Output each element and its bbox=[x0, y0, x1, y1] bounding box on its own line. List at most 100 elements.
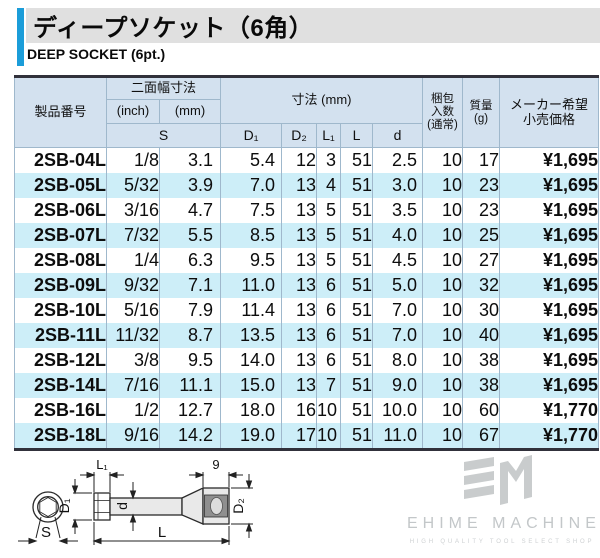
cell-s: 4.7 bbox=[158, 198, 222, 223]
title-bar: ディープソケット（6角） bbox=[26, 8, 600, 43]
cell-s: 14.2 bbox=[158, 423, 222, 450]
cell-inch: 11/32 bbox=[106, 323, 160, 348]
cell-d2: 13 bbox=[281, 273, 318, 298]
cell-d: 9.0 bbox=[372, 373, 424, 398]
cell-d2: 13 bbox=[281, 298, 318, 323]
cell-mass: 27 bbox=[462, 248, 501, 273]
cell-l1: 7 bbox=[316, 373, 342, 398]
accent-bar bbox=[17, 8, 24, 66]
col-header-mm: (mm) bbox=[158, 99, 222, 124]
cell-l1: 6 bbox=[316, 273, 342, 298]
cell-d: 7.0 bbox=[372, 323, 424, 348]
cell-l1: 5 bbox=[316, 223, 342, 248]
spec-table: 製品番号 二面幅寸法 寸法 (mm) 梱包 入数 (通常) 質量 (g) メーカ… bbox=[14, 75, 600, 451]
cell-d: 2.5 bbox=[372, 147, 424, 173]
col-header-s: S bbox=[105, 123, 222, 148]
cell-d1: 19.0 bbox=[220, 423, 283, 450]
col-header-l1: L₁ bbox=[316, 123, 342, 148]
cell-price: ¥1,695 bbox=[499, 348, 600, 373]
socket-drawing: L₁ 9 D₁ d D₂ L S bbox=[18, 457, 253, 545]
col-header-mass: 質量 (g) bbox=[462, 76, 501, 148]
cell-d: 8.0 bbox=[372, 348, 424, 373]
cell-pack: 10 bbox=[422, 223, 464, 248]
cell-d1: 11.4 bbox=[220, 298, 283, 323]
table-row: 2SB-16L 1/2 12.7 18.0 16 10 51 10.0 10 60 ¥1,770 bbox=[14, 398, 600, 423]
cell-l1: 10 bbox=[316, 423, 342, 450]
cell-d1: 5.4 bbox=[220, 147, 283, 173]
cell-d1: 9.5 bbox=[220, 248, 283, 273]
cell-d: 3.5 bbox=[372, 198, 424, 223]
cell-d: 7.0 bbox=[372, 298, 424, 323]
cell-price: ¥1,695 bbox=[499, 373, 600, 398]
table-row: 2SB-05L 5/32 3.9 7.0 13 4 51 3.0 10 23 ¥1,695 bbox=[14, 173, 600, 198]
col-header-d: d bbox=[372, 123, 424, 148]
cell-mass: 67 bbox=[462, 423, 501, 450]
cell-l: 51 bbox=[340, 273, 374, 298]
cell-mass: 23 bbox=[462, 173, 501, 198]
col-header-l: L bbox=[340, 123, 374, 148]
cell-l: 51 bbox=[340, 423, 374, 450]
logo-tagline: HIGH QUALITY TOOL SELECT SHOP bbox=[409, 539, 595, 545]
cell-inch: 9/32 bbox=[106, 273, 160, 298]
cell-l: 51 bbox=[340, 248, 374, 273]
table-row: 2SB-12L 3/8 9.5 14.0 13 6 51 8.0 10 38 ¥1,695 bbox=[14, 348, 600, 373]
cell-s: 6.3 bbox=[158, 248, 222, 273]
cell-l: 51 bbox=[340, 223, 374, 248]
cell-d2: 12 bbox=[281, 147, 318, 173]
cell-l: 51 bbox=[340, 198, 374, 223]
cell-d1: 15.0 bbox=[220, 373, 283, 398]
cell-s: 5.5 bbox=[158, 223, 222, 248]
cell-mass: 25 bbox=[462, 223, 501, 248]
cell-mass: 30 bbox=[462, 298, 501, 323]
table-row: 2SB-07L 7/32 5.5 8.5 13 5 51 4.0 10 25 ¥1,695 bbox=[14, 223, 600, 248]
cell-product: 2SB-06L bbox=[14, 198, 107, 223]
cell-mass: 38 bbox=[462, 373, 501, 398]
cell-d2: 17 bbox=[281, 423, 318, 450]
table-body: 2SB-04L 1/8 3.1 5.4 12 3 51 2.5 10 17 ¥1,695 2SB-05… bbox=[14, 147, 600, 450]
cell-inch: 3/16 bbox=[106, 198, 160, 223]
cell-d2: 13 bbox=[281, 373, 318, 398]
cell-d2: 13 bbox=[281, 348, 318, 373]
hex-opening bbox=[39, 496, 57, 518]
cell-s: 7.1 bbox=[158, 273, 222, 298]
cell-pack: 10 bbox=[422, 348, 464, 373]
cell-product: 2SB-14L bbox=[14, 373, 107, 398]
page-subtitle: DEEP SOCKET (6pt.) bbox=[27, 46, 166, 62]
table-row: 2SB-08L 1/4 6.3 9.5 13 5 51 4.5 10 27 ¥1,695 bbox=[14, 248, 600, 273]
cell-d1: 11.0 bbox=[220, 273, 283, 298]
cell-d2: 16 bbox=[281, 398, 318, 423]
cell-price: ¥1,695 bbox=[499, 147, 600, 173]
cell-s: 12.7 bbox=[158, 398, 222, 423]
table-row: 2SB-11L 11/32 8.7 13.5 13 6 51 7.0 10 40 ¥1,695 bbox=[14, 323, 600, 348]
cell-s: 11.1 bbox=[158, 373, 222, 398]
cell-d: 3.0 bbox=[372, 173, 424, 198]
cell-l1: 6 bbox=[316, 298, 342, 323]
cell-d2: 13 bbox=[281, 248, 318, 273]
cell-pack: 10 bbox=[422, 173, 464, 198]
cell-d: 4.0 bbox=[372, 223, 424, 248]
cell-d1: 13.5 bbox=[220, 323, 283, 348]
col-header-dim-group: 寸法 (mm) bbox=[220, 76, 424, 124]
cell-inch: 7/32 bbox=[106, 223, 160, 248]
cell-price: ¥1,695 bbox=[499, 323, 600, 348]
cell-s: 7.9 bbox=[158, 298, 222, 323]
cell-price: ¥1,695 bbox=[499, 223, 600, 248]
cell-l1: 6 bbox=[316, 323, 342, 348]
table-header: 製品番号 二面幅寸法 寸法 (mm) 梱包 入数 (通常) 質量 (g) メーカ… bbox=[14, 76, 600, 148]
cell-price: ¥1,695 bbox=[499, 298, 600, 323]
col-header-pack: 梱包 入数 (通常) bbox=[422, 76, 464, 148]
cell-l1: 5 bbox=[316, 198, 342, 223]
cell-l1: 5 bbox=[316, 248, 342, 273]
cell-price: ¥1,695 bbox=[499, 198, 600, 223]
cell-inch: 1/8 bbox=[106, 147, 160, 173]
cell-price: ¥1,695 bbox=[499, 173, 600, 198]
cell-pack: 10 bbox=[422, 398, 464, 423]
cell-pack: 10 bbox=[422, 147, 464, 173]
cell-pack: 10 bbox=[422, 323, 464, 348]
cell-price: ¥1,695 bbox=[499, 248, 600, 273]
col-header-inch: (inch) bbox=[106, 99, 160, 124]
cell-inch: 1/4 bbox=[106, 248, 160, 273]
cell-d2: 13 bbox=[281, 198, 318, 223]
ehime-machine-watermark: EHIME MACHINE HIGH QUALITY TOOL SELECT S… bbox=[407, 455, 597, 545]
cell-d1: 7.0 bbox=[220, 173, 283, 198]
